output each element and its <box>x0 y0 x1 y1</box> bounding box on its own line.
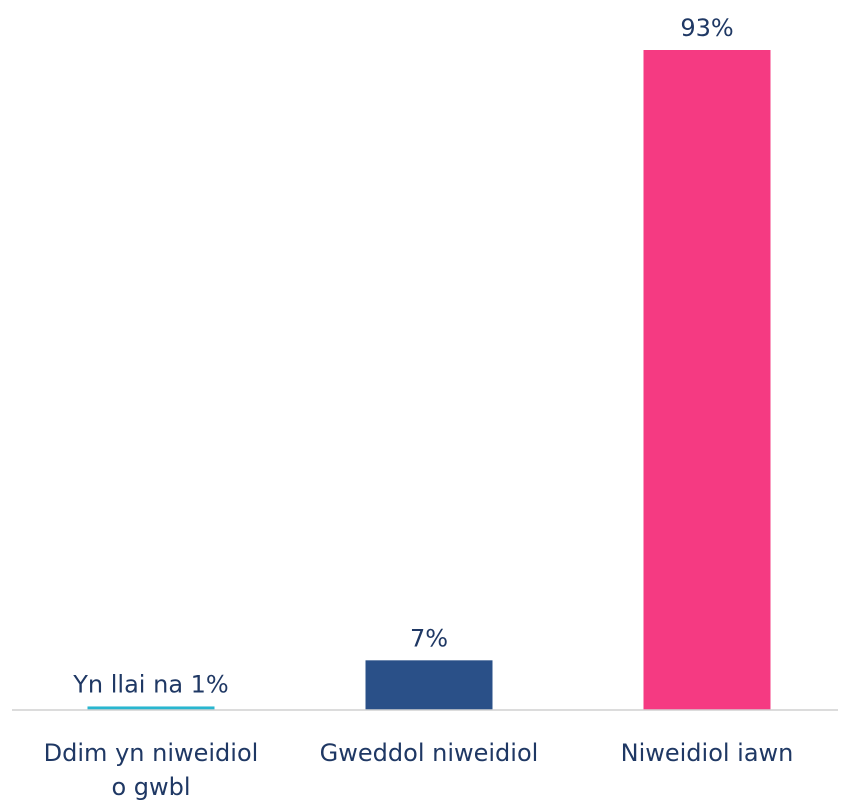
category-labels-group: Ddim yn niweidiol o gwbl Gweddol niweidiol… <box>44 739 794 801</box>
category-label-2: Gweddol niweidiol <box>320 739 539 767</box>
data-label-2: 7% <box>410 624 448 652</box>
data-label-1: Yn llai na 1% <box>72 670 228 698</box>
category-label-line: Niweidiol iawn <box>621 739 794 767</box>
bar-1 <box>87 706 215 710</box>
bar-2 <box>365 660 493 710</box>
category-label-line: Ddim yn niweidiol <box>44 739 259 767</box>
bars-group <box>87 50 771 710</box>
category-label-line: Gweddol niweidiol <box>320 739 539 767</box>
data-labels-group: Yn llai na 1% 7% 93% <box>72 14 733 698</box>
category-label-1: Ddim yn niweidiol o gwbl <box>44 739 259 801</box>
bar-3 <box>643 50 771 710</box>
category-label-line: o gwbl <box>111 773 190 801</box>
data-label-3: 93% <box>680 14 733 42</box>
category-label-3: Niweidiol iawn <box>621 739 794 767</box>
